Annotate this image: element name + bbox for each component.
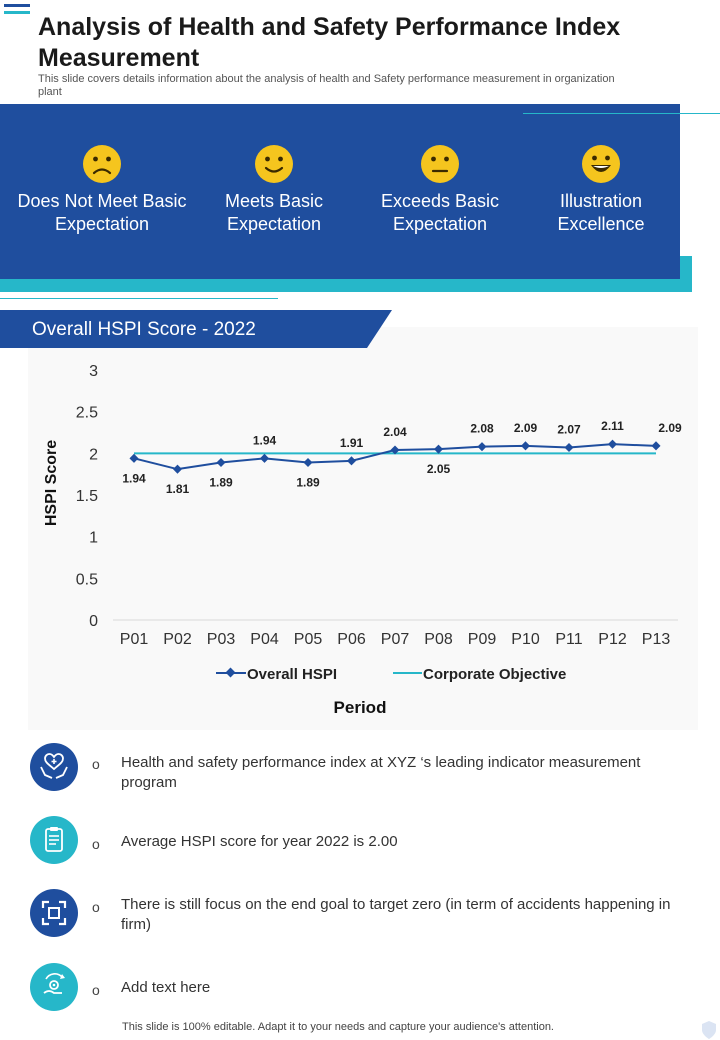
hand-gear-icon xyxy=(30,963,78,1011)
y-axis-label: HSPI Score xyxy=(43,440,60,526)
data-label: 2.05 xyxy=(427,462,451,476)
x-tick-label: P12 xyxy=(598,631,627,648)
data-label: 1.94 xyxy=(253,433,277,447)
bullet: o xyxy=(92,982,100,998)
y-tick-label: 1.5 xyxy=(76,488,98,505)
level-label: Meets Basic Expectation xyxy=(224,191,324,234)
data-point xyxy=(564,442,574,453)
legend-label-corporate-objective: Corporate Objective xyxy=(423,666,566,683)
data-point xyxy=(303,457,313,468)
legend-marker xyxy=(225,667,236,678)
x-tick-label: P02 xyxy=(163,631,192,648)
x-tick-label: P09 xyxy=(468,631,497,648)
data-point xyxy=(346,456,357,466)
data-point xyxy=(259,453,270,463)
level-meets-basic: Meets Basic Expectation xyxy=(189,144,359,236)
y-tick-label: 0 xyxy=(89,613,98,630)
level-illustration-excellence: Illustration Excellence xyxy=(516,144,686,236)
y-tick-label: 2 xyxy=(89,446,98,463)
sad-face-icon xyxy=(82,144,122,184)
performance-levels-banner xyxy=(0,104,680,279)
data-label: 1.89 xyxy=(209,476,233,490)
y-tick-label: 3 xyxy=(89,363,98,380)
data-label: 2.11 xyxy=(601,419,624,433)
data-label: 1.81 xyxy=(166,482,190,496)
x-axis-label: Period xyxy=(334,698,387,717)
x-tick-label: P11 xyxy=(555,631,582,648)
x-tick-label: P10 xyxy=(511,631,540,648)
point-text: Health and safety performance index at X… xyxy=(121,754,641,791)
bullet: o xyxy=(92,899,100,915)
level-does-not-meet: Does Not Meet Basic Expectation xyxy=(17,144,187,236)
chart-header-bar xyxy=(0,310,392,348)
bullet: o xyxy=(92,756,100,772)
legend-label-overall-hspi: Overall HSPI xyxy=(247,666,337,683)
x-tick-label: P05 xyxy=(294,631,323,648)
data-label: 2.09 xyxy=(514,421,538,435)
point-text: Add text here xyxy=(121,979,211,996)
level-label: Illustration Excellence xyxy=(557,191,645,234)
neutral-face-icon xyxy=(420,144,460,184)
clipboard-icon xyxy=(30,816,78,864)
data-point xyxy=(390,445,400,455)
chart-area xyxy=(28,327,698,730)
data-point xyxy=(520,441,531,451)
bullet: o xyxy=(92,836,100,852)
footer-note: This slide is 100% editable. Adapt it to… xyxy=(122,1021,554,1033)
level-label: Exceeds Basic Expectation xyxy=(380,191,500,234)
menu-icon xyxy=(4,4,30,18)
x-tick-label: P04 xyxy=(250,631,279,648)
deco-line xyxy=(523,113,720,114)
data-label: 2.04 xyxy=(383,425,407,439)
data-label: 2.09 xyxy=(658,421,682,435)
x-tick-label: P06 xyxy=(337,631,366,648)
data-label: 1.94 xyxy=(122,471,146,485)
x-tick-label: P07 xyxy=(381,631,410,648)
data-point xyxy=(172,464,183,474)
data-point xyxy=(651,441,661,451)
point-text: There is still focus on the end goal to … xyxy=(121,896,671,933)
hspi-line-chart: HSPI Score 0 0.5 1 1.5 2 2.5 3 P01 P02 P03 P04 P05… xyxy=(43,363,682,717)
x-tick-label: P13 xyxy=(642,631,671,648)
data-point xyxy=(129,453,139,463)
y-tick-label: 0.5 xyxy=(76,571,98,588)
data-label: 2.08 xyxy=(470,422,494,436)
heart-hands-icon xyxy=(30,743,78,791)
page-title: Analysis of Health and Safety Performanc… xyxy=(38,13,621,72)
data-label: 1.89 xyxy=(296,476,320,490)
smile-face-icon xyxy=(254,144,294,184)
level-label: Does Not Meet Basic Expectation xyxy=(17,191,187,234)
y-tick-label: 2.5 xyxy=(76,405,98,422)
chart-title: Overall HSPI Score - 2022 xyxy=(32,319,256,340)
focus-target-icon xyxy=(30,889,78,937)
data-point xyxy=(607,439,618,449)
grin-face-icon xyxy=(581,144,621,184)
point-text: Average HSPI score for year 2022 is 2.00 xyxy=(121,833,398,850)
deco-line xyxy=(0,298,278,299)
y-tick-label: 1 xyxy=(89,530,98,547)
x-tick-label: P03 xyxy=(207,631,236,648)
data-label: 1.91 xyxy=(340,436,364,450)
x-tick-label: P08 xyxy=(424,631,453,648)
page-subtitle: This slide covers details information ab… xyxy=(38,73,615,98)
level-exceeds-basic: Exceeds Basic Expectation xyxy=(355,144,525,236)
data-point xyxy=(477,442,487,452)
shield-icon xyxy=(702,1021,716,1039)
x-tick-label: P01 xyxy=(120,631,149,648)
data-point xyxy=(216,457,226,468)
data-label: 2.07 xyxy=(557,423,581,437)
